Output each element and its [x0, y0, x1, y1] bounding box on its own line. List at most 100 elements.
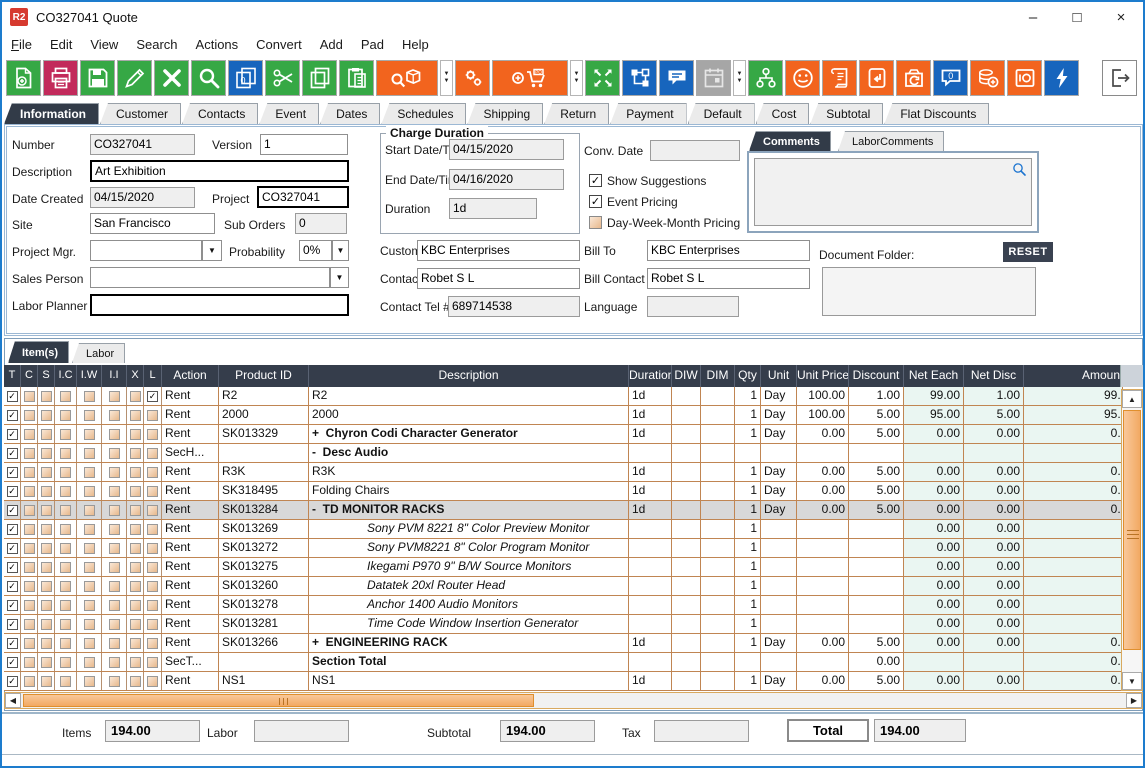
row-checkbox-ic[interactable] [60, 618, 71, 630]
row-checkbox-x[interactable] [129, 580, 141, 592]
row-checkbox-iw[interactable] [83, 504, 95, 516]
calendar-dropdown[interactable]: ▼ ▼ [733, 60, 746, 96]
row-checkbox-ii[interactable] [108, 485, 120, 497]
row-checkbox-c[interactable] [23, 466, 35, 478]
copy-quote-button[interactable]: 0 [228, 60, 263, 96]
row-checkbox-l[interactable] [147, 599, 158, 611]
row-checkbox-ic[interactable] [60, 523, 71, 535]
exit-button[interactable] [1102, 60, 1137, 96]
add-po-dropdown[interactable]: ▼ ▼ [570, 60, 583, 96]
row-checkbox-x[interactable] [129, 523, 141, 535]
row-checkbox-x[interactable] [129, 599, 141, 611]
row-checkbox-c[interactable] [23, 542, 35, 554]
minimize-button[interactable]: – [1028, 8, 1038, 26]
row-checkbox-c[interactable] [23, 523, 35, 535]
grid-row[interactable]: ✓ SecH... - Desc Audio [4, 444, 1143, 463]
edit-button[interactable] [117, 60, 152, 96]
accessories-button[interactable] [455, 60, 490, 96]
item-search-button[interactable] [376, 60, 438, 96]
row-checkbox-iw[interactable] [83, 675, 95, 687]
vertical-scroll-thumb[interactable] [1123, 410, 1141, 650]
row-checkbox-t[interactable]: ✓ [6, 561, 18, 573]
tab-contacts[interactable]: Contacts [182, 103, 259, 124]
grid-row[interactable]: ✓ Rent SK013266 + ENGINEERING RACK 1d 1 Day 0.0… [4, 634, 1143, 653]
crew-button[interactable] [785, 60, 820, 96]
save-button[interactable] [80, 60, 115, 96]
column-header-qty[interactable]: Qty [735, 365, 761, 387]
comments-text-area[interactable] [754, 158, 1032, 226]
row-checkbox-ic[interactable] [60, 675, 71, 687]
return-document-button[interactable] [859, 60, 894, 96]
row-checkbox-s[interactable] [40, 561, 52, 573]
column-header-duration[interactable]: Duration [629, 365, 672, 387]
grid-row[interactable]: ✓ Rent SK318495 Folding Chairs 1d 1 Day 0.00 5.0… [4, 482, 1143, 501]
row-checkbox-t[interactable]: ✓ [6, 466, 18, 478]
column-header-amount[interactable]: Amount [1024, 365, 1143, 387]
row-checkbox-iw[interactable] [83, 637, 95, 649]
row-checkbox-ic[interactable] [60, 542, 71, 554]
add-po-cart-button[interactable]: PO [492, 60, 568, 96]
column-header-t[interactable]: T [4, 365, 21, 387]
row-checkbox-c[interactable] [23, 447, 35, 459]
row-checkbox-c[interactable] [23, 561, 35, 573]
row-checkbox-c[interactable] [23, 637, 35, 649]
row-checkbox-c[interactable] [23, 599, 35, 611]
row-checkbox-s[interactable] [40, 409, 52, 421]
row-checkbox-c[interactable] [23, 580, 35, 592]
menu-help[interactable]: Help [401, 36, 429, 52]
column-header-description[interactable]: Description [309, 365, 629, 387]
row-checkbox-l[interactable] [147, 466, 158, 478]
workflow-button[interactable] [622, 60, 657, 96]
row-checkbox-c[interactable] [23, 656, 35, 668]
add-charge-button[interactable] [970, 60, 1005, 96]
scroll-left-arrow[interactable]: ◀ [5, 693, 21, 708]
column-header-s[interactable]: S [38, 365, 55, 387]
row-checkbox-s[interactable] [40, 485, 52, 497]
tab-event[interactable]: Event [259, 103, 320, 124]
paste-button[interactable] [339, 60, 374, 96]
row-checkbox-c[interactable] [23, 618, 35, 630]
row-checkbox-l[interactable] [147, 447, 158, 459]
tab-cost[interactable]: Cost [755, 103, 810, 124]
grid-row[interactable]: ✓ Rent SK013272 Sony PVM8221 8" Color Progr… [4, 539, 1143, 558]
memo-button[interactable]: 0 [933, 60, 968, 96]
row-checkbox-iw[interactable] [83, 390, 95, 402]
row-checkbox-ii[interactable] [108, 447, 120, 459]
contact-field[interactable]: Robet S L [417, 268, 580, 289]
row-checkbox-l[interactable] [147, 580, 158, 592]
tab-subtotal[interactable]: Subtotal [810, 103, 884, 124]
row-checkbox-iw[interactable] [83, 599, 95, 611]
close-button[interactable]: × [1116, 8, 1126, 26]
sales-person-dropdown[interactable]: ▼ [330, 267, 349, 288]
row-checkbox-s[interactable] [40, 580, 52, 592]
horizontal-scrollbar[interactable]: ◀ ▶ [4, 692, 1143, 709]
column-header-discount[interactable]: Discount [849, 365, 904, 387]
vault-button[interactable] [1007, 60, 1042, 96]
tab-labor-comments[interactable]: LaborComments [838, 131, 945, 151]
column-header-net_each[interactable]: Net Each [904, 365, 964, 387]
row-checkbox-iw[interactable] [83, 580, 95, 592]
row-checkbox-ic[interactable] [60, 637, 71, 649]
row-checkbox-ic[interactable] [60, 561, 71, 573]
maximize-button[interactable]: □ [1072, 8, 1082, 26]
row-checkbox-t[interactable]: ✓ [6, 618, 18, 630]
row-checkbox-t[interactable]: ✓ [6, 390, 18, 402]
row-checkbox-iw[interactable] [83, 485, 95, 497]
row-checkbox-ic[interactable] [60, 485, 71, 497]
row-checkbox-c[interactable] [23, 409, 35, 421]
bill-to-field[interactable]: KBC Enterprises [647, 240, 810, 261]
row-checkbox-l[interactable] [147, 485, 158, 497]
row-checkbox-x[interactable] [129, 504, 141, 516]
expand-button[interactable] [585, 60, 620, 96]
probability-dropdown[interactable]: ▼ [332, 240, 349, 261]
grid-row[interactable]: ✓ Rent 2000 2000 1d 1 Day 100.00 5.00 95.00 5.00 95… [4, 406, 1143, 425]
day-week-month-pricing-checkbox[interactable] [589, 216, 602, 229]
row-checkbox-t[interactable]: ✓ [6, 599, 18, 611]
row-checkbox-iw[interactable] [83, 447, 95, 459]
row-checkbox-ic[interactable] [60, 409, 71, 421]
start-date-field[interactable]: 04/15/2020 [449, 139, 564, 160]
row-checkbox-l[interactable] [147, 409, 158, 421]
